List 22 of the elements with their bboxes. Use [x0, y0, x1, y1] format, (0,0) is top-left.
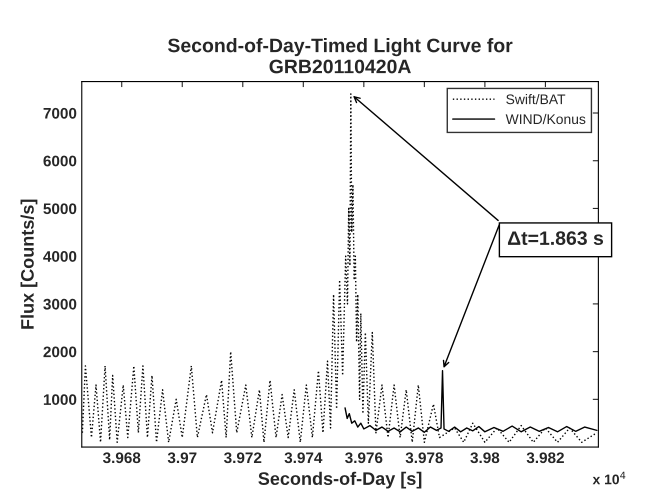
y-tick-label: 2000 [43, 346, 76, 358]
y-axis-title: Flux [Counts/s] [20, 200, 38, 329]
y-tick-label: 1000 [44, 394, 76, 406]
y-tick-label: 4000 [43, 251, 76, 262]
text: x 10$^{4}$ [592, 472, 626, 484]
x-tick-label: 3.968 [102, 452, 140, 464]
y-tick-label: 5000 [43, 203, 76, 214]
x-tick-label: 3.97 [168, 452, 196, 464]
y-tick-label: 6000 [43, 156, 76, 166]
y-tick-label: 7000 [44, 108, 76, 119]
legend-label: Swift/BAT [506, 94, 566, 104]
x-tick-label: 3.982 [526, 452, 564, 464]
x-tick-label: 3.974 [284, 452, 322, 464]
x-tick-label: 3.976 [345, 452, 382, 464]
x-tick-label: 3.972 [224, 452, 262, 464]
legend-label: WIND/Konus [506, 114, 586, 124]
chart-title: Second-of-Day-Timed Light Curve for GRB20110420A [168, 38, 512, 74]
x-tick-label: 3.98 [470, 452, 500, 464]
annotation: Δt=1.863 s [508, 231, 604, 246]
x-tick-label: 3.978 [406, 452, 444, 464]
x-axis-title: Seconds-of-Day [s] [258, 472, 422, 489]
y-tick-label: 3000 [43, 298, 76, 310]
